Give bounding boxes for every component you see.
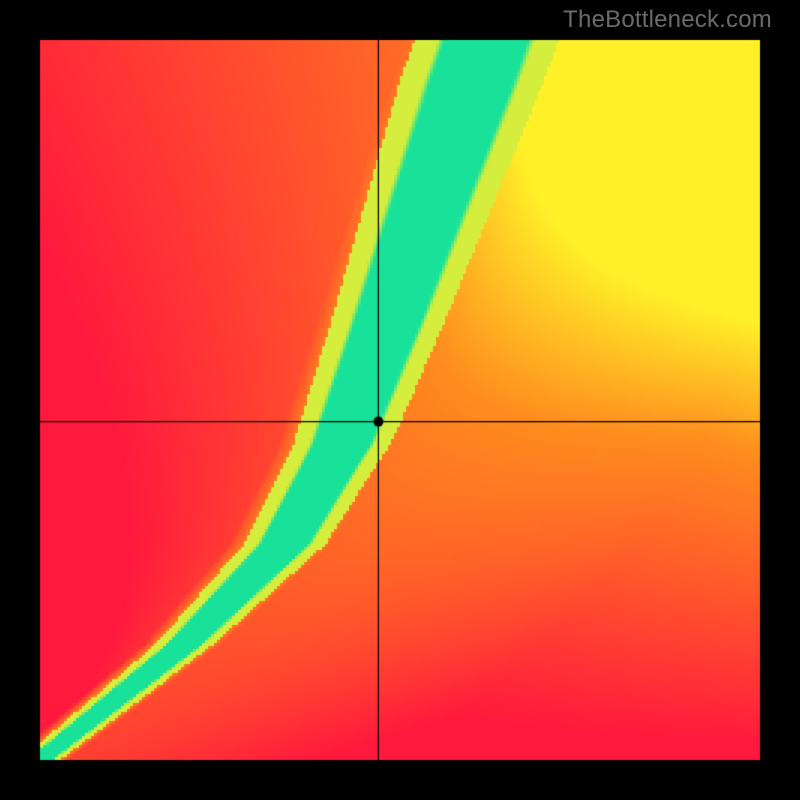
watermark-text: TheBottleneck.com <box>563 6 772 34</box>
bottleneck-heatmap <box>0 0 800 800</box>
